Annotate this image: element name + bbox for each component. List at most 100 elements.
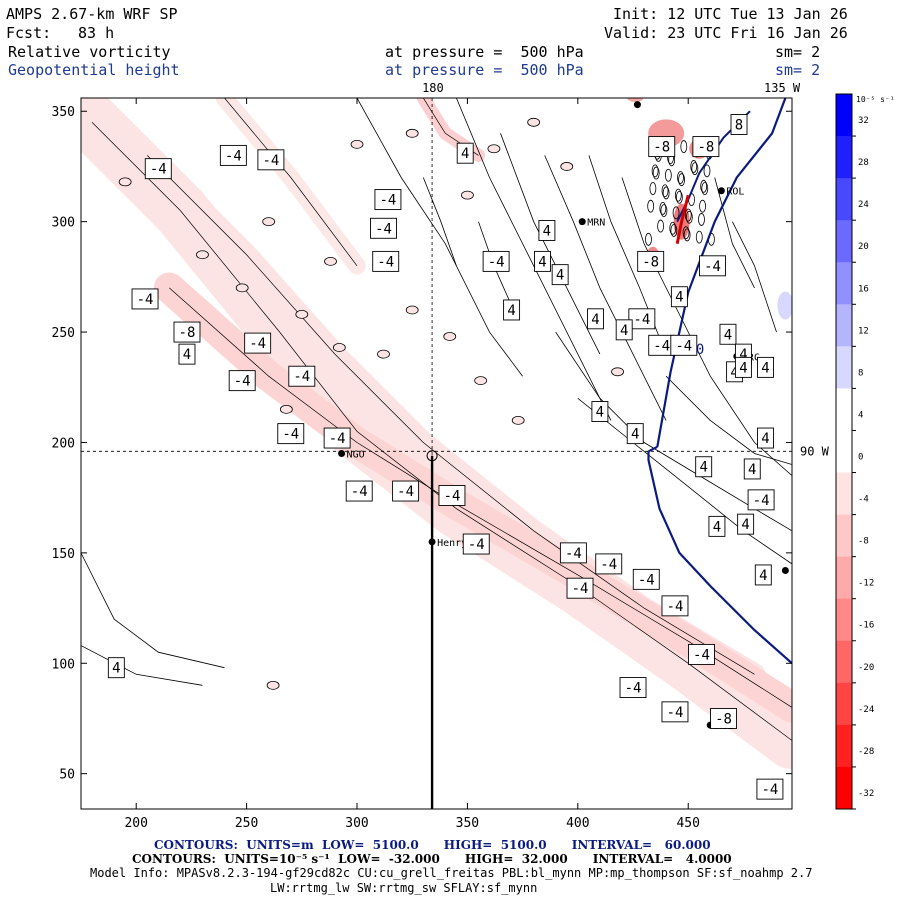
contour-label-box	[370, 217, 397, 239]
contour-label: 4	[730, 365, 738, 381]
vorticity-contour	[332, 343, 346, 352]
vorticity-positive-patch	[777, 291, 792, 320]
vorticity-contour	[443, 332, 457, 341]
vorticity-contour	[224, 98, 358, 267]
colorbar-label: -32	[858, 789, 874, 799]
station-marker	[717, 187, 725, 195]
vorticity-contour	[699, 199, 706, 213]
contour-label: 4	[556, 268, 564, 284]
vorticity-contour	[350, 139, 364, 149]
contour-label-box	[719, 323, 737, 345]
contour-label: 4	[741, 517, 749, 533]
forecast-label: Fcst:	[6, 24, 52, 42]
colorbar-frame	[835, 93, 853, 810]
contour-label: -4	[375, 221, 392, 237]
contour-label: 8	[735, 117, 743, 133]
field1-level: at pressure = 500 hPa	[385, 43, 584, 61]
colorbar-label: -4	[858, 495, 869, 505]
vorticity-contour	[684, 208, 692, 222]
init-time: Init: 12 UTC Tue 13 Jan 26	[613, 5, 848, 23]
vorticity-contour	[691, 162, 699, 176]
contour-label: 4	[739, 347, 747, 363]
colorbar-swatch	[836, 262, 852, 305]
contour-label: -4	[761, 782, 778, 798]
contour-label-box	[482, 250, 510, 272]
vorticity-contour	[651, 164, 659, 178]
vorticity-contour	[674, 188, 682, 202]
contour-label-box	[559, 542, 587, 564]
contour-label-box	[730, 114, 748, 135]
contour-label: -4	[488, 254, 505, 270]
vorticity-contour	[690, 160, 698, 173]
contour-label: -4	[150, 162, 167, 178]
contour-label: -4	[704, 259, 721, 275]
colorbar-swatch	[836, 220, 852, 263]
model-title: AMPS 2.67-km WRF SP	[6, 5, 178, 23]
contour-label-box	[587, 308, 604, 330]
contour-label-box	[257, 149, 285, 171]
contour-label-box	[743, 458, 761, 480]
vorticity-contour	[560, 162, 574, 171]
vorticity-contour	[262, 217, 276, 227]
contour-label-box	[699, 255, 726, 277]
contour-label-box	[628, 308, 656, 330]
colorbar-label: -16	[858, 621, 874, 631]
contour-label-box	[670, 286, 688, 308]
vorticity-contour	[732, 221, 777, 333]
y-tick-label: 150	[52, 547, 75, 562]
y-tick-label: 300	[52, 216, 75, 231]
x-tick-label: 350	[456, 816, 479, 831]
station-label: NGO	[347, 450, 365, 461]
colorbar-label: 16	[858, 284, 869, 294]
contour-label: 4	[739, 360, 747, 376]
contour-label: 4	[761, 431, 769, 447]
vorticity-core	[627, 98, 644, 102]
vorticity-contour	[683, 228, 691, 242]
valid-time: Valid: 23 UTC Fri 16 Jan 26	[604, 24, 848, 42]
height-contour-link	[648, 445, 658, 453]
vorticity-contour	[266, 680, 280, 690]
contour-label: -4	[675, 338, 692, 354]
contour-label-box	[551, 264, 569, 286]
colorbar-label: 24	[858, 200, 869, 210]
colorbar-label: -20	[858, 663, 874, 673]
colorbar-label: -28	[858, 747, 874, 757]
contour-label: -4	[468, 537, 485, 553]
contour-label: 4	[713, 519, 721, 535]
contour-label-box	[747, 489, 775, 511]
contour-label-box	[277, 423, 305, 445]
y-tick-label: 200	[52, 436, 75, 451]
colorbar-swatch	[836, 178, 852, 221]
contour-label: -4	[753, 493, 770, 509]
colorbar-swatch	[836, 514, 852, 558]
vorticity-contour	[714, 177, 755, 289]
parallel-label: 90 W	[800, 444, 830, 458]
contour-label-box	[503, 299, 521, 321]
vorticity-contour	[555, 331, 792, 532]
colorbar-label: -24	[858, 705, 874, 715]
contour-label: -4	[653, 338, 670, 354]
contour-label-box	[757, 427, 774, 449]
field1-smoothing: sm= 2	[775, 43, 821, 61]
vorticity-contour	[672, 206, 680, 220]
contour-label: -8	[179, 325, 196, 341]
field2-name: Geopotential height	[8, 61, 180, 79]
vorticity-contour	[703, 164, 711, 178]
contour-label-box	[626, 423, 644, 445]
contour-label: 4	[631, 427, 639, 443]
contour-label: -8	[642, 254, 659, 270]
vorticity-contour	[295, 309, 309, 319]
vorticity-contour	[146, 155, 755, 675]
contour-label-box	[757, 356, 774, 378]
contour-label-box	[131, 288, 159, 310]
contour-label: -4	[137, 292, 154, 308]
vorticity-contour	[649, 182, 657, 195]
contour-label: 4	[620, 323, 628, 339]
contour-label-box	[670, 334, 698, 356]
height-contour-info: CONTOURS: UNITS=m LOW= 5100.0 HIGH= 5100…	[154, 838, 711, 852]
contour-label: 4	[699, 460, 707, 476]
contour-label-box	[178, 343, 196, 365]
contour-label-box	[710, 708, 737, 729]
contour-label-box	[392, 480, 420, 502]
contour-label: -4	[262, 153, 279, 169]
